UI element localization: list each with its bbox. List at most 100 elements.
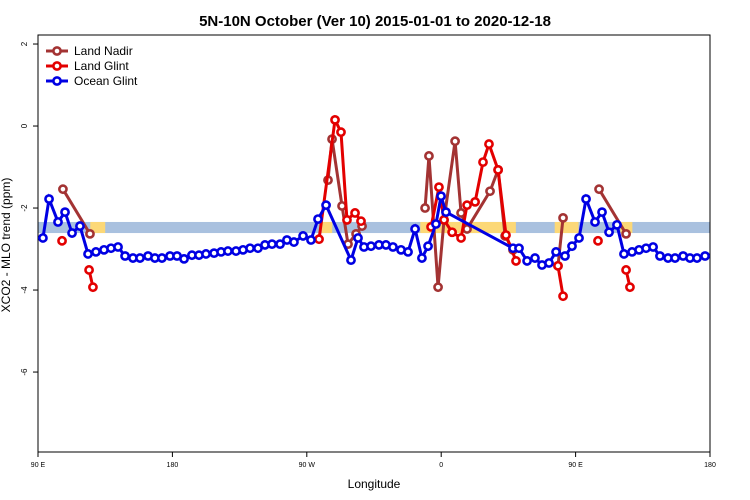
series-line xyxy=(556,217,565,267)
series-point xyxy=(434,182,444,193)
series-point xyxy=(551,247,561,257)
series-point xyxy=(501,230,511,240)
series-point xyxy=(120,251,130,261)
series-point xyxy=(625,282,635,293)
series-point xyxy=(431,219,441,229)
series-point xyxy=(57,235,67,246)
series-point xyxy=(493,164,503,175)
x-tick-label: 0 xyxy=(439,462,443,469)
series-point xyxy=(484,139,494,149)
series-point xyxy=(581,194,591,204)
series-line xyxy=(61,188,92,235)
series-point xyxy=(441,207,451,218)
legend-marker xyxy=(52,46,62,56)
series-point xyxy=(604,227,614,238)
series-point xyxy=(485,186,495,197)
series-point xyxy=(553,260,563,271)
series-point xyxy=(44,194,54,204)
series-point xyxy=(60,207,70,218)
series-point xyxy=(88,282,98,293)
x-axis-label: Longitude xyxy=(348,477,401,491)
series-point xyxy=(75,221,85,231)
y-tick-label: -4 xyxy=(20,286,29,294)
series-point xyxy=(522,256,532,266)
series-point xyxy=(700,251,710,261)
series-point xyxy=(201,249,211,259)
series-point xyxy=(314,234,324,245)
series-point xyxy=(447,227,458,238)
series-point xyxy=(313,214,323,225)
series-point xyxy=(514,243,524,254)
series-point xyxy=(436,191,446,202)
series-point xyxy=(38,233,48,243)
series-point xyxy=(612,219,622,230)
series-point xyxy=(655,251,665,261)
series-point xyxy=(478,157,488,168)
series-point xyxy=(179,253,189,264)
series-point xyxy=(350,208,360,218)
x-tick-label: 180 xyxy=(704,462,716,469)
series-point xyxy=(417,253,427,263)
x-tick-label: 90 W xyxy=(299,462,316,469)
x-tick-label: 90 E xyxy=(568,462,583,469)
series-point xyxy=(558,212,568,223)
series-point xyxy=(403,247,413,257)
series-point xyxy=(356,216,366,227)
band-highlight xyxy=(554,221,579,234)
series-point xyxy=(275,239,285,250)
series-point xyxy=(544,258,554,268)
band-highlight xyxy=(90,221,106,234)
y-tick-label: 2 xyxy=(20,41,29,46)
band-highlight xyxy=(620,221,633,234)
series-point xyxy=(567,241,577,252)
series-point xyxy=(470,196,480,207)
series-point xyxy=(530,253,540,263)
series-point xyxy=(692,253,702,263)
series-point xyxy=(245,243,255,254)
y-axis-label: XCO2 - MLO trend (ppm) xyxy=(0,178,13,313)
series-point xyxy=(456,208,466,218)
series-point xyxy=(424,151,434,161)
series-point xyxy=(298,231,308,241)
series-point xyxy=(388,242,398,252)
series-point xyxy=(157,253,167,263)
y-tick-label: -2 xyxy=(20,204,29,212)
series-point xyxy=(621,228,631,239)
series-point xyxy=(113,242,123,252)
legend-marker xyxy=(52,76,62,86)
series-point xyxy=(67,228,77,238)
series-point xyxy=(590,217,600,227)
series-point xyxy=(84,265,94,275)
band-highlight xyxy=(321,221,333,234)
series-point xyxy=(439,215,449,225)
series-point xyxy=(135,253,145,263)
series-point xyxy=(420,203,430,213)
series-point xyxy=(366,241,376,252)
series-point xyxy=(306,235,316,245)
series-point xyxy=(267,239,277,250)
series-point xyxy=(621,265,631,275)
series-point xyxy=(336,127,346,138)
legend-label: Ocean Glint xyxy=(74,74,138,88)
series-point xyxy=(593,235,603,246)
series-point xyxy=(670,253,680,263)
series-point xyxy=(594,184,604,195)
series-point xyxy=(53,217,63,227)
series-line xyxy=(556,265,565,297)
series-point xyxy=(289,237,299,247)
series-point xyxy=(560,251,570,261)
series-point xyxy=(346,255,356,266)
y-tick-label: -6 xyxy=(20,368,29,376)
series-point xyxy=(462,200,472,211)
series-point xyxy=(353,233,363,243)
series-point xyxy=(511,256,521,266)
plot-frame xyxy=(37,34,711,453)
series-point xyxy=(223,246,233,256)
reference-band xyxy=(38,221,710,234)
chart-title: 5N-10N October (Ver 10) 2015-01-01 to 20… xyxy=(199,13,551,30)
series-point xyxy=(423,241,433,252)
series-point xyxy=(648,242,659,252)
series-point xyxy=(321,200,331,211)
x-tick-label: 180 xyxy=(167,462,179,469)
series-point xyxy=(85,228,95,239)
